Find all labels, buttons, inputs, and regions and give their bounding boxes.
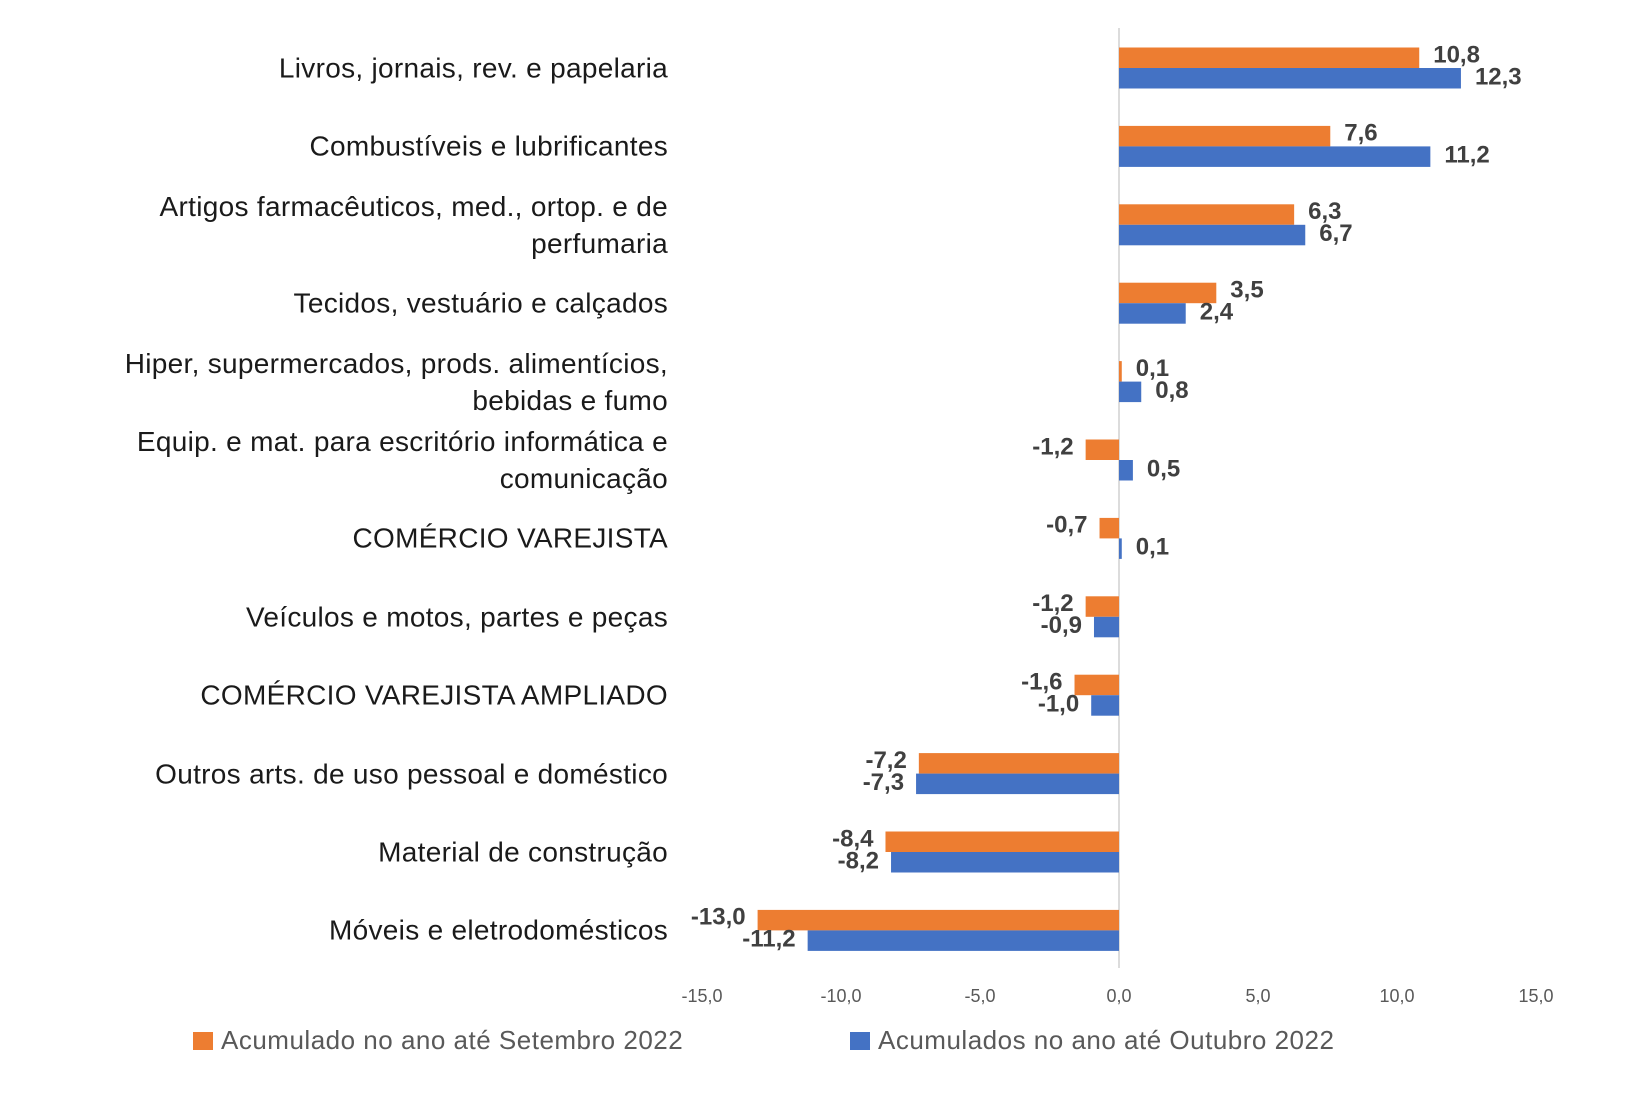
bar — [1093, 616, 1119, 638]
bar — [1085, 596, 1119, 617]
legend-swatch — [193, 1032, 213, 1050]
value-label: -1,6 — [1021, 669, 1062, 696]
x-tick-label: 15,0 — [1518, 986, 1553, 1006]
bar — [1119, 68, 1461, 89]
bar — [885, 831, 1119, 852]
bar — [1119, 146, 1431, 167]
bar — [1091, 695, 1119, 716]
value-label: -7,3 — [863, 769, 904, 796]
value-label: 7,6 — [1344, 120, 1377, 147]
value-label: -8,4 — [832, 825, 874, 852]
bar — [1099, 517, 1119, 539]
category-label: Material de construção — [378, 836, 668, 868]
value-label: -8,2 — [838, 847, 879, 874]
legend-swatch — [850, 1032, 870, 1050]
value-label: 0,8 — [1155, 377, 1188, 404]
bar — [1085, 439, 1119, 460]
value-label: -0,9 — [1041, 612, 1082, 639]
bar — [1119, 460, 1133, 481]
category-label: COMÉRCIO VAREJISTA — [352, 522, 668, 554]
value-label: 0,1 — [1136, 534, 1169, 561]
bar — [1119, 381, 1142, 403]
bar — [891, 852, 1119, 873]
value-label: 12,3 — [1475, 63, 1522, 90]
value-label: 6,3 — [1308, 198, 1341, 225]
category-label: Combustíveis e lubrificantes — [309, 130, 668, 162]
bar — [916, 773, 1119, 795]
x-tick-label: -15,0 — [681, 986, 722, 1006]
value-label: 2,4 — [1200, 299, 1234, 326]
value-label: -11,2 — [742, 926, 795, 953]
category-label: Equip. e mat. para escritório informátic… — [136, 426, 668, 494]
value-label: 3,5 — [1230, 277, 1263, 304]
bar — [1074, 674, 1119, 696]
bar — [1119, 282, 1217, 304]
category-label: Outros arts. de uso pessoal e doméstico — [155, 758, 668, 790]
category-label: Móveis e eletrodomésticos — [329, 914, 668, 946]
bar — [1119, 361, 1122, 382]
category-label: Artigos farmacêuticos, med., ortop. e de… — [159, 190, 668, 259]
bar — [1119, 224, 1306, 246]
category-label: Veículos e motos, partes e peças — [245, 601, 668, 633]
value-label: 6,7 — [1319, 220, 1352, 247]
bar — [1119, 538, 1122, 559]
legend-label: Acumulados no ano até Outubro 2022 — [878, 1025, 1334, 1055]
x-tick-label: 0,0 — [1106, 986, 1131, 1006]
value-label: -1,0 — [1038, 691, 1079, 718]
value-label: 10,8 — [1433, 41, 1480, 68]
value-label: -7,2 — [865, 747, 906, 774]
value-label: -1,2 — [1032, 433, 1073, 460]
bar — [807, 930, 1119, 951]
x-tick-label: 5,0 — [1245, 986, 1270, 1006]
x-tick-label: 10,0 — [1379, 986, 1414, 1006]
value-label: -1,2 — [1032, 590, 1073, 617]
value-label: -0,7 — [1046, 512, 1087, 539]
bar — [757, 909, 1119, 931]
value-label: 0,5 — [1147, 455, 1180, 482]
value-label: 11,2 — [1444, 142, 1489, 169]
bar — [1119, 47, 1420, 68]
x-tick-label: -5,0 — [964, 986, 995, 1006]
category-label: Livros, jornais, rev. e papelaria — [278, 52, 668, 84]
category-label: Tecidos, vestuário e calçados — [293, 287, 668, 319]
value-label: 0,1 — [1136, 355, 1169, 382]
bar — [918, 753, 1119, 774]
bar — [1119, 125, 1331, 147]
bar — [1119, 204, 1295, 225]
legend-label: Acumulado no ano até Setembro 2022 — [221, 1025, 683, 1055]
bar — [1119, 303, 1186, 324]
category-label: COMÉRCIO VAREJISTA AMPLIADO — [200, 679, 668, 711]
category-label: Hiper, supermercados, prods. alimentício… — [124, 347, 668, 416]
value-label: -13,0 — [691, 904, 746, 931]
x-tick-label: -10,0 — [820, 986, 861, 1006]
